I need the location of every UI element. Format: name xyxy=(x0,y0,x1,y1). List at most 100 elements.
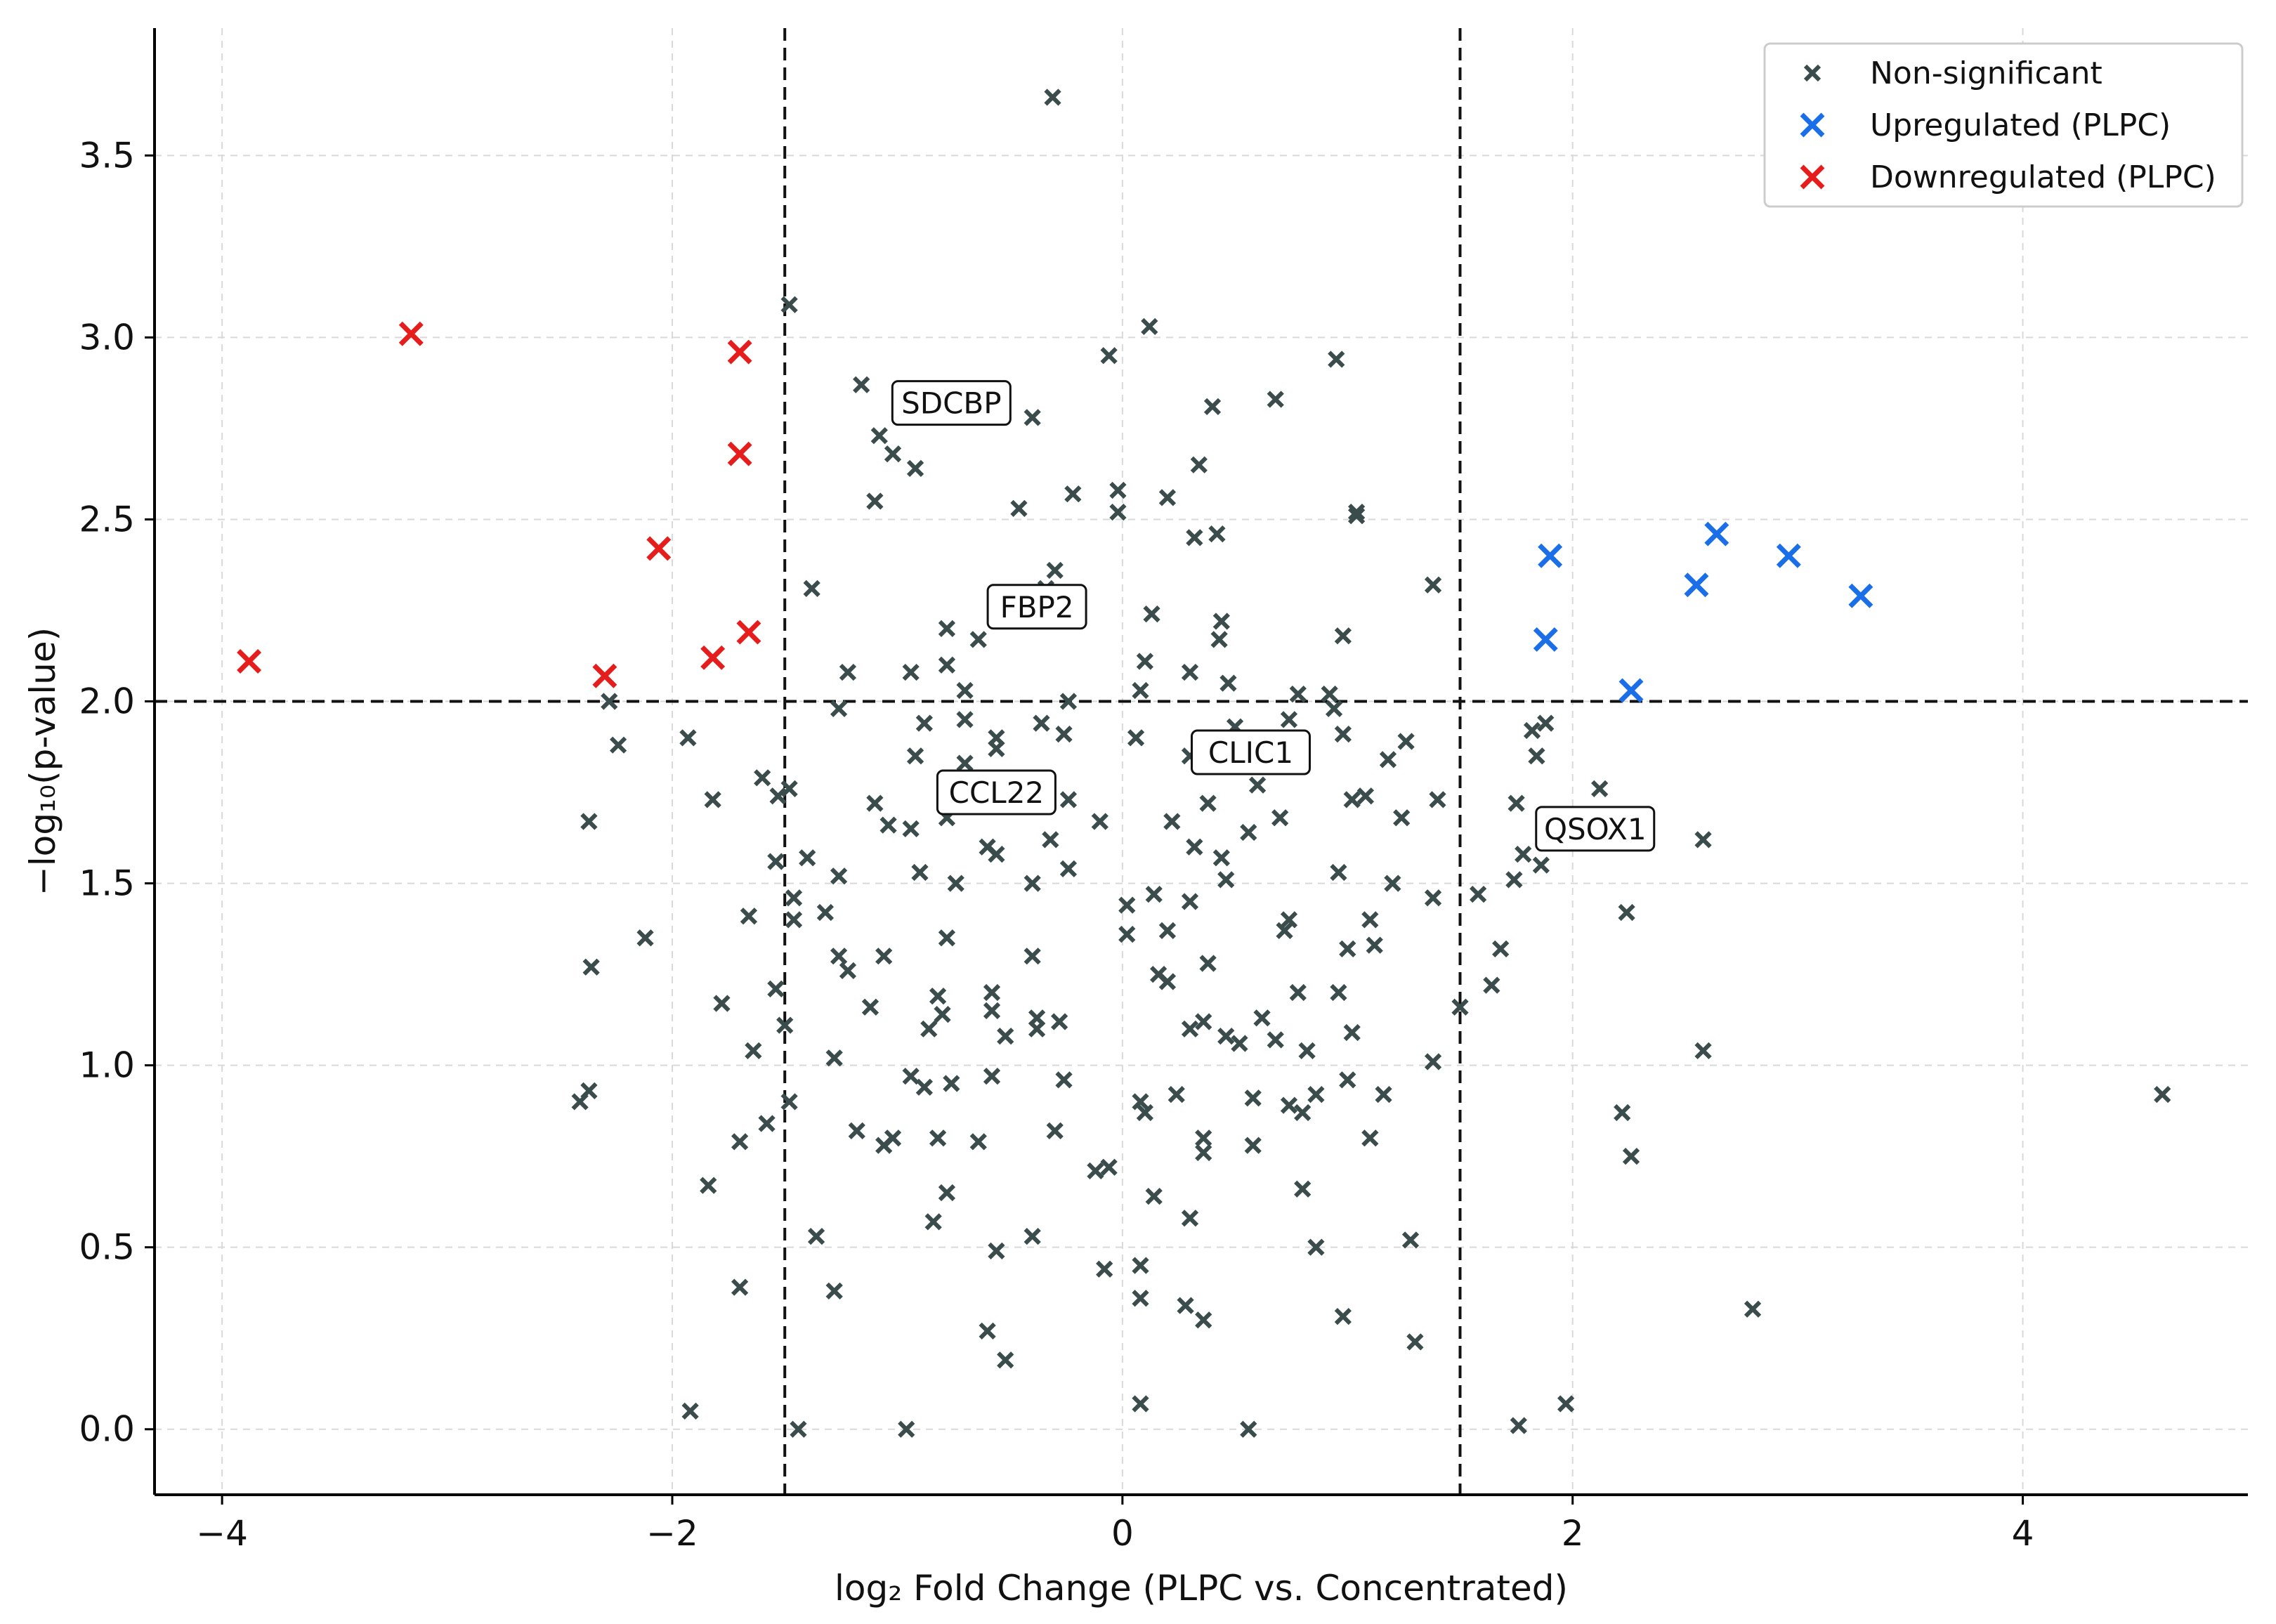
nonsig-point xyxy=(938,620,956,638)
nonsig-point xyxy=(731,1133,749,1151)
upregulated-point xyxy=(1848,583,1873,608)
nonsig-point xyxy=(816,903,835,922)
nonsig-point xyxy=(1483,976,1500,994)
nonsig-point xyxy=(1347,507,1366,525)
nonsig-point xyxy=(780,780,798,797)
nonsig-point xyxy=(1744,1300,1762,1318)
nonsig-point xyxy=(870,427,888,445)
nonsig-point xyxy=(943,1075,960,1092)
nonsig-point xyxy=(1375,1085,1392,1104)
nonsig-point xyxy=(1186,529,1203,546)
nonsig-point xyxy=(1195,1129,1212,1147)
nonsig-point xyxy=(1532,856,1550,874)
nonsig-point xyxy=(1339,940,1356,957)
nonsig-point xyxy=(580,1082,598,1100)
nonsig-point xyxy=(825,1282,843,1299)
nonsig-point xyxy=(1334,726,1352,743)
nonsig-point xyxy=(1127,729,1145,747)
nonsig-point xyxy=(1046,561,1064,579)
nonsig-point xyxy=(1023,1228,1041,1245)
nonsig-point xyxy=(1132,1257,1149,1274)
nonsig-point xyxy=(915,1078,933,1096)
nonsig-point xyxy=(1141,317,1158,335)
nonsig-point xyxy=(582,958,600,976)
downregulated-point xyxy=(736,620,761,645)
gene-label-box xyxy=(1190,729,1311,775)
nonsig-point xyxy=(1028,1020,1046,1037)
nonsig-point xyxy=(1199,955,1217,972)
upregulated-point xyxy=(1704,521,1729,546)
nonsig-point xyxy=(853,376,870,393)
nonsig-point xyxy=(1132,1093,1149,1111)
nonsig-point xyxy=(1622,1148,1640,1165)
nonsig-point xyxy=(866,794,884,812)
gene-label-sdcbp: SDCBP xyxy=(901,386,1001,421)
nonsig-point xyxy=(1510,1417,1527,1434)
nonsig-point xyxy=(1528,747,1545,765)
nonsig-point xyxy=(929,988,947,1005)
nonsig-point xyxy=(700,1177,717,1194)
nonsig-point xyxy=(988,740,1005,757)
x-tick-label: 2 xyxy=(1562,1513,1584,1554)
nonsig-point xyxy=(1210,631,1228,648)
nonsig-point xyxy=(1181,1210,1199,1227)
nonsig-point xyxy=(785,889,803,907)
nonsig-point xyxy=(1361,1129,1379,1147)
nonsig-point xyxy=(1294,1104,1312,1122)
nonsig-point xyxy=(879,816,897,834)
legend-label: Upregulated (PLPC) xyxy=(1870,107,2171,143)
nonsig-point xyxy=(679,729,697,747)
downregulated-point xyxy=(646,536,672,561)
nonsig-point xyxy=(830,700,848,717)
nonsig-point xyxy=(934,1005,951,1023)
y-tick-label: 3.0 xyxy=(79,317,135,358)
nonsig-point xyxy=(875,948,893,965)
nonsig-point xyxy=(1267,391,1284,408)
nonsig-point xyxy=(1240,823,1257,842)
data-points xyxy=(237,89,2171,1438)
legend-marker xyxy=(1803,64,1822,82)
nonsig-point xyxy=(1217,1028,1235,1045)
grid-lines xyxy=(155,28,2248,1495)
nonsig-point xyxy=(1042,831,1059,849)
nonsig-point xyxy=(1051,1013,1068,1030)
nonsig-point xyxy=(1186,838,1203,856)
nonsig-point xyxy=(1231,1035,1248,1052)
nonsig-point xyxy=(830,948,848,965)
nonsig-point xyxy=(1523,721,1541,740)
nonsig-point xyxy=(1694,831,1712,849)
downregulated-point xyxy=(727,441,752,466)
y-tick-label: 2.0 xyxy=(79,681,135,722)
nonsig-point xyxy=(1240,1420,1257,1438)
nonsig-point xyxy=(1321,686,1338,703)
nonsig-point xyxy=(875,1137,893,1154)
nonsig-point xyxy=(1339,1071,1356,1089)
nonsig-point xyxy=(1280,1096,1298,1114)
gene-label-box xyxy=(986,584,1087,630)
nonsig-point xyxy=(1406,1333,1424,1351)
nonsig-point xyxy=(767,853,785,870)
legend-label: Downregulated (PLPC) xyxy=(1870,159,2216,195)
nonsig-point xyxy=(1347,503,1366,521)
nonsig-point xyxy=(1366,936,1383,954)
upregulated-point xyxy=(1776,543,1801,568)
nonsig-point xyxy=(1217,871,1235,889)
nonsig-point xyxy=(1212,849,1230,867)
nonsig-point xyxy=(1401,1231,1420,1249)
nonsig-point xyxy=(1023,875,1041,892)
nonsig-point xyxy=(1618,903,1635,922)
nonsig-point xyxy=(1109,481,1127,499)
nonsig-point xyxy=(1248,776,1267,794)
gene-label-box xyxy=(936,769,1057,816)
nonsig-point xyxy=(956,754,974,772)
downregulated-point xyxy=(237,649,262,674)
nonsig-point xyxy=(1212,613,1230,630)
nonsig-point xyxy=(979,1322,996,1340)
nonsig-point xyxy=(898,1420,915,1438)
nonsig-point xyxy=(1361,911,1379,929)
nonsig-point xyxy=(924,1213,942,1231)
legend-box xyxy=(1763,42,2244,208)
y-tick-label: 2.5 xyxy=(79,499,135,539)
nonsig-point xyxy=(1158,489,1177,506)
nonsig-point xyxy=(1424,889,1442,907)
